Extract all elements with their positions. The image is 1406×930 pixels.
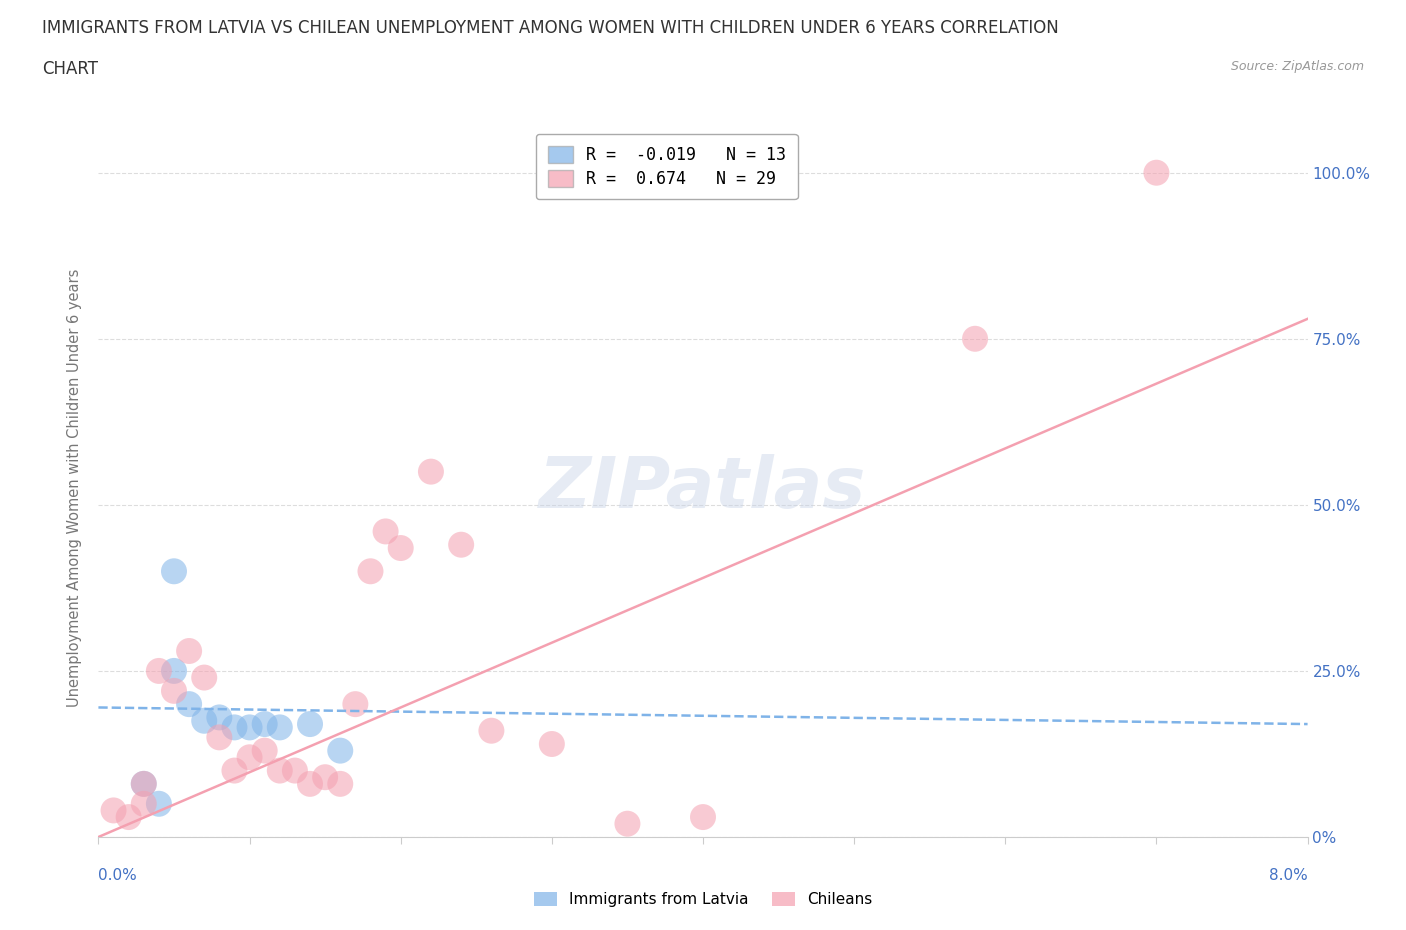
Point (132, 796, 155, 811)
Point (616, 817, 638, 831)
Text: 8.0%: 8.0% (1268, 868, 1308, 883)
Point (163, 564, 186, 578)
Point (208, 730, 231, 745)
Point (208, 710, 231, 724)
Point (540, 737, 562, 751)
Point (239, 750, 262, 764)
Point (148, 663, 170, 678)
Point (253, 717, 276, 732)
Text: CHART: CHART (42, 60, 98, 78)
Point (419, 464, 441, 479)
Point (692, 810, 714, 825)
Point (179, 644, 201, 658)
Point (239, 720, 262, 735)
Point (163, 684, 186, 698)
Point (299, 777, 322, 791)
Point (193, 713, 215, 728)
Point (118, 810, 141, 825)
Point (284, 764, 307, 778)
Point (179, 697, 201, 711)
Y-axis label: Unemployment Among Women with Children Under 6 years: Unemployment Among Women with Children U… (66, 269, 82, 708)
Point (132, 777, 155, 791)
Text: Source: ZipAtlas.com: Source: ZipAtlas.com (1230, 60, 1364, 73)
Point (148, 796, 170, 811)
Point (479, 724, 503, 738)
Point (269, 764, 291, 778)
Text: ZIPatlas: ZIPatlas (540, 454, 866, 523)
Point (132, 777, 155, 791)
Point (224, 720, 246, 735)
Point (965, 331, 987, 346)
Point (253, 743, 276, 758)
Legend: Immigrants from Latvia, Chileans: Immigrants from Latvia, Chileans (527, 885, 879, 913)
Point (314, 770, 336, 785)
Point (344, 697, 367, 711)
Text: IMMIGRANTS FROM LATVIA VS CHILEAN UNEMPLOYMENT AMONG WOMEN WITH CHILDREN UNDER 6: IMMIGRANTS FROM LATVIA VS CHILEAN UNEMPL… (42, 19, 1059, 36)
Point (224, 764, 246, 778)
Point (389, 540, 412, 555)
Point (163, 663, 186, 678)
Point (329, 777, 352, 791)
Legend: R =  -0.019   N = 13, R =  0.674   N = 29: R = -0.019 N = 13, R = 0.674 N = 29 (536, 134, 797, 199)
Point (450, 538, 472, 552)
Point (374, 524, 396, 538)
Point (359, 564, 381, 578)
Point (193, 671, 215, 685)
Point (269, 720, 291, 735)
Point (1144, 166, 1167, 180)
Point (299, 717, 322, 732)
Point (329, 743, 352, 758)
Text: 0.0%: 0.0% (98, 868, 138, 883)
Point (103, 803, 125, 817)
